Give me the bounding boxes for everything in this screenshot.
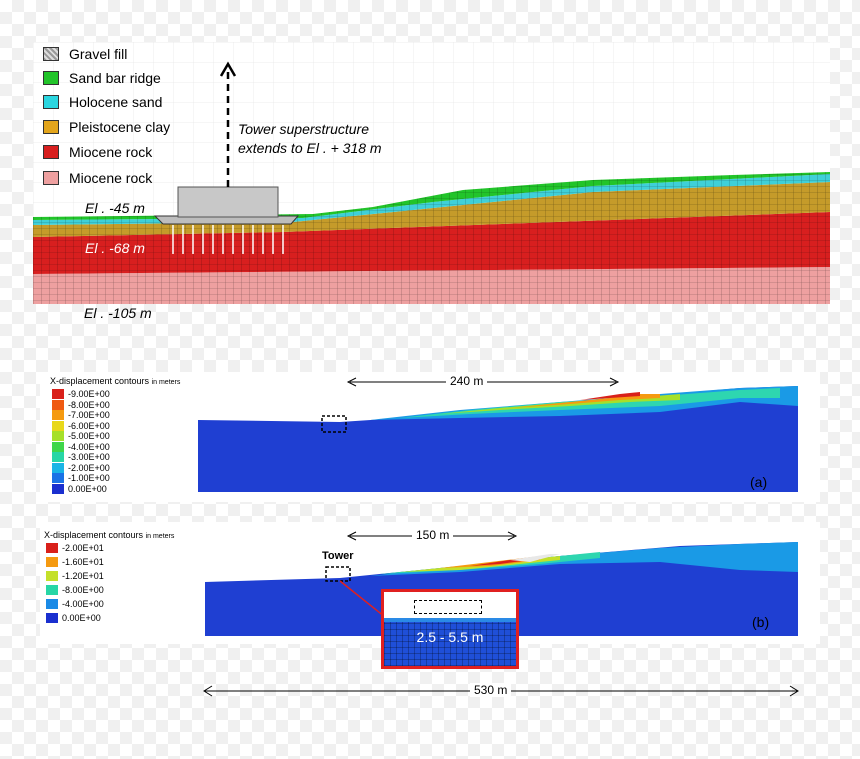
colorbar-swatch: [52, 399, 64, 410]
colorbar-swatch: [52, 410, 64, 420]
arrow-right-icon: [507, 531, 518, 541]
soil-profile-mesh: [33, 42, 830, 304]
tower-label: Tower: [322, 550, 354, 562]
pleistocene-clay-swatch: [43, 120, 59, 134]
legend-label: Holocene sand: [69, 94, 163, 110]
colorbar-units: in meters: [151, 379, 181, 386]
colorbar-label: -5.00E+00: [68, 431, 110, 441]
colorbar-swatch: [46, 613, 58, 623]
colorbar-label: -2.00E+00: [68, 462, 110, 473]
arrow-left-icon: [346, 531, 357, 541]
elevation-label: El . -45 m: [85, 200, 145, 216]
tower-note: Tower superstructure extends to El . + 3…: [238, 120, 382, 158]
inset-label: 2.5 - 5.5 m: [416, 629, 484, 645]
legend-item: Holocene sand: [43, 92, 162, 112]
colorbar-swatch: [46, 543, 58, 553]
legend-label: Miocene rock: [69, 170, 153, 186]
colorbar-swatch: [46, 599, 58, 609]
colorbar-label: -3.00E+00: [68, 452, 110, 462]
inset-connector: [339, 580, 386, 618]
colorbar-title: X-displacement contours in meters: [44, 530, 174, 540]
colorbar-label: -6.00E+00: [68, 420, 110, 431]
dimension-label: 240 m: [446, 374, 488, 388]
dimension-label: 150 m: [412, 528, 454, 542]
elevation-label: El . -105 m: [84, 305, 152, 321]
legend-label: Sand bar ridge: [69, 70, 161, 86]
legend-item: Gravel fill: [43, 44, 127, 64]
panel-tag: (b): [752, 614, 770, 630]
legend-label: Miocene rock: [69, 144, 153, 160]
inset-foundation-box: [414, 600, 482, 614]
colorbar-swatch: [46, 585, 58, 595]
colorbar-swatch: [52, 462, 64, 473]
colorbar-label: -1.00E+00: [68, 473, 110, 483]
gravel-fill-swatch: [43, 47, 59, 61]
colorbar-swatch: [52, 452, 64, 462]
zoom-inset: 2.5 - 5.5 m: [381, 589, 519, 669]
legend-item: Miocene rock: [43, 168, 152, 188]
colorbar-swatch: [52, 483, 64, 494]
colorbar-swatch: [46, 571, 58, 581]
arrow-right-icon: [609, 377, 620, 387]
colorbar-swatch: [52, 389, 64, 399]
colorbar-label: -4.00E+00: [68, 441, 110, 452]
tower-base: [177, 186, 279, 218]
colorbar-label: -9.00E+00: [68, 389, 110, 399]
colorbar-swatch: [52, 431, 64, 441]
colorbar-swatch: [52, 473, 64, 483]
colorbar-label: -8.00E+00: [68, 399, 110, 410]
colorbar-units: in meters: [145, 533, 175, 540]
elevation-label: El . -68 m: [85, 240, 145, 256]
overall-dimension-label: 530 m: [470, 683, 512, 697]
colorbar-label: -4.00E+00: [62, 599, 104, 609]
colorbar-label: -8.00E+00: [62, 585, 104, 595]
legend-item: Miocene rock: [43, 142, 152, 162]
colorbar-label: 0.00E+00: [62, 613, 101, 623]
panel-tag: (a): [750, 474, 768, 490]
holocene-sand-swatch: [43, 95, 59, 109]
colorbar-swatch: [52, 420, 64, 431]
arrow-left-icon: [346, 377, 357, 387]
arrow-left-icon: [203, 685, 213, 697]
colorbar-a: -9.00E+00 -8.00E+00 -7.00E+00 -6.00E+00 -5.0…: [52, 389, 152, 504]
tower-note-line2: extends to El . + 318 m: [238, 140, 382, 156]
colorbar-title-text: X-displacement contours: [50, 376, 150, 386]
contour-plot-a: [198, 377, 798, 492]
tower-location-box: [325, 566, 351, 582]
arrow-head-icon: [219, 61, 237, 77]
colorbar-title: X-displacement contours in meters: [50, 376, 180, 386]
legend-item: Sand bar ridge: [43, 68, 161, 88]
legend-label: Gravel fill: [69, 46, 128, 62]
colorbar-label: -2.00E+01: [62, 543, 104, 553]
colorbar-b: -2.00E+01 -1.60E+01 -1.20E+01 -8.00E+00 -4.0…: [46, 543, 146, 623]
legend-item: Pleistocene clay: [43, 117, 170, 137]
miocene-rock-swatch: [43, 145, 59, 159]
colorbar-label: -7.00E+00: [68, 410, 110, 420]
colorbar-swatch: [46, 557, 58, 567]
tower-note-line1: Tower superstructure: [238, 121, 369, 137]
piles: [172, 225, 284, 254]
arrow-right-icon: [789, 685, 799, 697]
sand-bar-ridge-swatch: [43, 71, 59, 85]
inset-soil: [384, 618, 516, 666]
legend-label: Pleistocene clay: [69, 119, 171, 135]
panel-a: X-displacement contours in meters -9.00E…: [40, 372, 820, 502]
soil-profile-panel: Gravel fill Sand bar ridge Holocene sand…: [33, 42, 830, 304]
tower-location-box: [321, 415, 347, 433]
colorbar-swatch: [52, 441, 64, 452]
miocene-rock-pink-swatch: [43, 171, 59, 185]
colorbar-label: 0.00E+00: [68, 483, 107, 494]
colorbar-title-text: X-displacement contours: [44, 530, 144, 540]
colorbar-label: -1.60E+01: [62, 557, 104, 567]
overall-dimension: [203, 685, 799, 697]
colorbar-label: -1.20E+01: [62, 571, 104, 581]
